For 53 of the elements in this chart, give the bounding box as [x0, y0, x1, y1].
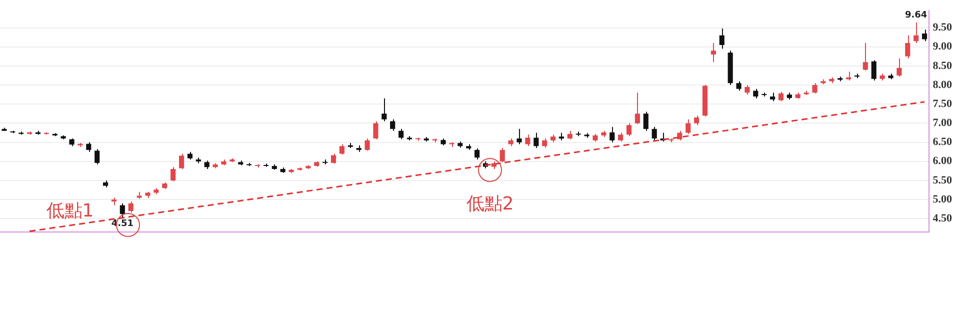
y-tick-label: 9.50: [932, 22, 952, 34]
candlestick: [626, 122, 632, 137]
y-tick-label: 5.00: [932, 193, 952, 206]
y-tick-label: 6.00: [932, 155, 952, 168]
candlestick: [744, 84, 750, 96]
candlestick: [94, 148, 100, 165]
candlestick: [373, 120, 378, 140]
candlestick: [120, 202, 125, 219]
candlestick: [652, 126, 657, 141]
candlestick: [719, 28, 724, 50]
annotation: 低點2: [466, 194, 514, 215]
y-tick-label: 8.50: [932, 60, 952, 72]
candlestick: [390, 118, 396, 132]
y-tick-label: 4.50: [932, 212, 952, 224]
candlestick: [905, 34, 910, 59]
candlestick: [694, 115, 700, 126]
y-tick-label: 7.00: [932, 117, 952, 130]
candlestick: [534, 132, 539, 149]
annotation: 9.64: [904, 10, 928, 20]
y-tick-label: 7.50: [932, 98, 952, 110]
candlestick: [178, 153, 184, 170]
candlestick: [778, 91, 784, 102]
candlestick: [914, 22, 919, 44]
candlestick: [686, 118, 691, 134]
candlestick: [542, 138, 548, 148]
candlestick: [382, 98, 387, 122]
candlestick: [753, 88, 758, 99]
y-tick-label: 9.00: [932, 40, 952, 53]
annotation: 低點1: [46, 200, 94, 222]
candlestick: [474, 148, 480, 160]
candlestick: [812, 82, 818, 94]
candlestick: [922, 29, 928, 42]
y-tick-label: 8.00: [932, 78, 952, 91]
candlestick: [500, 148, 505, 163]
candlestick: [330, 153, 336, 164]
candlestick: [128, 200, 134, 214]
candlestick: [643, 111, 648, 132]
candlestick: [710, 42, 716, 63]
candlestick: [170, 166, 176, 182]
y-tick-label: 5.50: [932, 174, 952, 186]
candlestick: [525, 134, 530, 147]
candlestick: [398, 128, 404, 140]
candlestick: [364, 138, 370, 152]
candlestick: [634, 92, 640, 124]
candlestick: [896, 58, 902, 78]
candlestick: [339, 144, 344, 156]
candlestick: [736, 80, 742, 92]
candlestick: [516, 128, 522, 145]
candlestick: [86, 142, 92, 152]
candlestick: [610, 126, 615, 143]
y-tick-label: 6.50: [932, 136, 952, 148]
candlestick: [871, 60, 876, 81]
candlestick: [862, 42, 868, 72]
